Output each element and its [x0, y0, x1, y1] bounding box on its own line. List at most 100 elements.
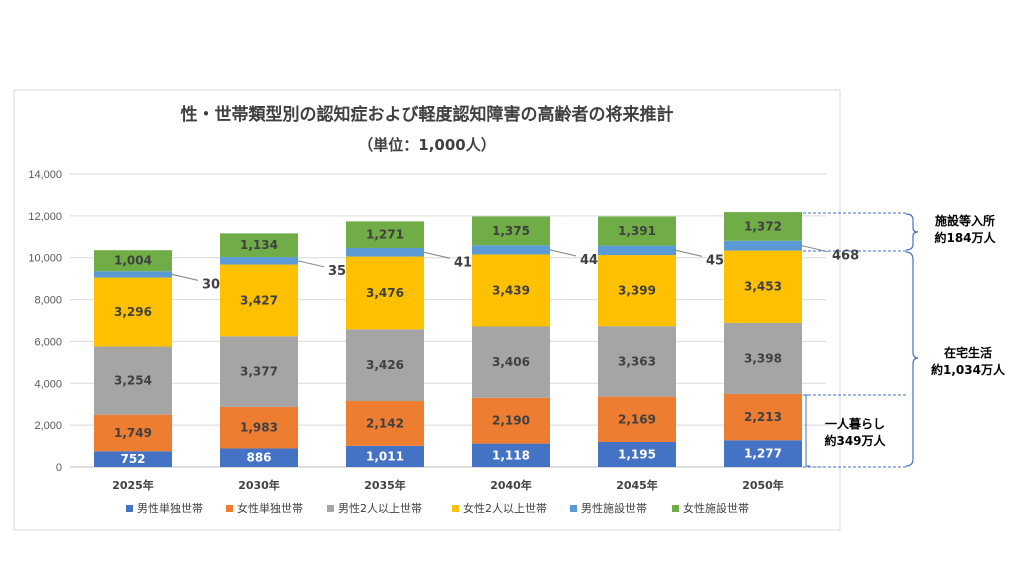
callout-leader [549, 249, 577, 257]
data-label: 3,363 [618, 354, 656, 368]
bar-segment [346, 445, 424, 467]
data-label: 3,476 [366, 286, 404, 300]
data-label: 2,190 [492, 414, 530, 428]
bar-segment [220, 233, 298, 258]
data-label: 3,453 [744, 280, 782, 294]
x-tick-label: 2040年 [490, 478, 532, 492]
bar-segment [346, 247, 424, 257]
data-label: 1,004 [114, 254, 152, 268]
data-label: 1,391 [618, 224, 656, 238]
callout-leader [675, 249, 703, 257]
data-label: 886 [246, 451, 271, 465]
bar-segment [724, 212, 802, 241]
data-label: 1,749 [114, 426, 152, 440]
home-label-line1: 在宅生活 [944, 345, 992, 360]
data-label: 3,296 [114, 305, 152, 319]
callout-leader [171, 273, 199, 281]
bar-segment [598, 441, 676, 467]
legend-label: 男性施設世帯 [581, 501, 647, 515]
data-label: 2,169 [618, 412, 656, 426]
data-label: 3,439 [492, 283, 530, 297]
data-label: 1,277 [744, 447, 782, 461]
bar-segment [724, 440, 802, 467]
y-tick-label: 6,000 [34, 336, 62, 348]
data-label: 1,372 [744, 219, 782, 233]
legend-label: 男性2人以上世帯 [338, 501, 422, 515]
legend-swatch [327, 505, 334, 512]
bar-segment [94, 414, 172, 452]
chart-title: 性・世帯類型別の認知症および軽度認知障害の高齢者の将来推計 [181, 104, 674, 125]
x-tick-label: 2050年 [742, 478, 784, 492]
bar-segment [598, 396, 676, 442]
y-tick-label: 4,000 [34, 378, 62, 390]
x-tick-label: 2045年 [616, 478, 658, 492]
bar-segment [346, 401, 424, 446]
facility-label-line1: 施設等入所 [935, 213, 995, 228]
data-label: 1,011 [366, 449, 404, 463]
bar-segment [346, 221, 424, 248]
bar-segment [598, 255, 676, 327]
single-bracket-ends [806, 394, 810, 467]
bar-segment [220, 448, 298, 467]
data-label: 2,142 [366, 416, 404, 430]
callout-leader [297, 260, 325, 268]
data-label: 752 [120, 452, 145, 466]
home-label-line2: 約1,034万人 [931, 362, 1006, 377]
facility-label-line2: 約184万人 [934, 230, 996, 245]
bar-segment [472, 216, 550, 246]
bar-segment [220, 257, 298, 265]
bar-segment [598, 245, 676, 256]
bar-segment [346, 329, 424, 402]
data-label: 3,254 [114, 374, 152, 388]
x-tick-label: 2035年 [364, 478, 406, 492]
bar-segment [724, 393, 802, 441]
data-label: 1,983 [240, 421, 278, 435]
x-tick-label: 2025年 [112, 478, 154, 492]
legend-label: 男性単独世帯 [137, 501, 203, 515]
legend-label: 女性施設世帯 [683, 501, 749, 515]
bar-segment [94, 271, 172, 278]
legend-swatch [226, 505, 233, 512]
bar-segment [94, 346, 172, 415]
callout-label: 468 [832, 249, 859, 264]
bar-segment [472, 326, 550, 398]
bar-segment [94, 250, 172, 272]
data-label: 3,377 [240, 365, 278, 379]
legend-label: 女性単独世帯 [237, 501, 303, 515]
data-label: 3,398 [744, 351, 782, 365]
facility-brace [905, 213, 919, 251]
chart-subtitle: （単位：1,000人） [358, 136, 495, 154]
single-label-line2: 約349万人 [824, 433, 886, 448]
bars: 7521,7493,2543,2963041,0048861,9833,3773… [94, 212, 859, 467]
bar-segment [220, 406, 298, 449]
data-label: 3,399 [618, 284, 656, 298]
bar-segment [472, 443, 550, 467]
bar-segment [598, 216, 676, 246]
data-label: 3,426 [366, 358, 404, 372]
data-label: 1,195 [618, 447, 656, 461]
bar-segment [724, 250, 802, 323]
y-tick-label: 12,000 [28, 211, 62, 223]
bar-segment [724, 322, 802, 394]
home-brace [905, 251, 919, 467]
callout-leader [423, 251, 451, 259]
legend-swatch [126, 505, 133, 512]
bar-segment [472, 397, 550, 444]
legend-swatch [452, 505, 459, 512]
y-tick-label: 2,000 [34, 420, 62, 432]
x-tick-label: 2030年 [238, 478, 280, 492]
bar-segment [724, 240, 802, 251]
data-label: 1,134 [240, 238, 278, 252]
legend-swatch [570, 505, 577, 512]
data-label: 2,213 [744, 410, 782, 424]
bar-segment [346, 256, 424, 330]
data-label: 1,271 [366, 228, 404, 242]
y-tick-label: 14,000 [28, 169, 62, 181]
data-label: 1,375 [492, 224, 530, 238]
bar-segment [220, 336, 298, 407]
y-axis: 0 2,000 4,000 6,000 8,000 10,000 12,000 14,000 [28, 169, 62, 474]
legend-swatch [672, 505, 679, 512]
data-label: 1,118 [492, 448, 530, 462]
single-label-line1: 一人暮らし [825, 416, 885, 431]
